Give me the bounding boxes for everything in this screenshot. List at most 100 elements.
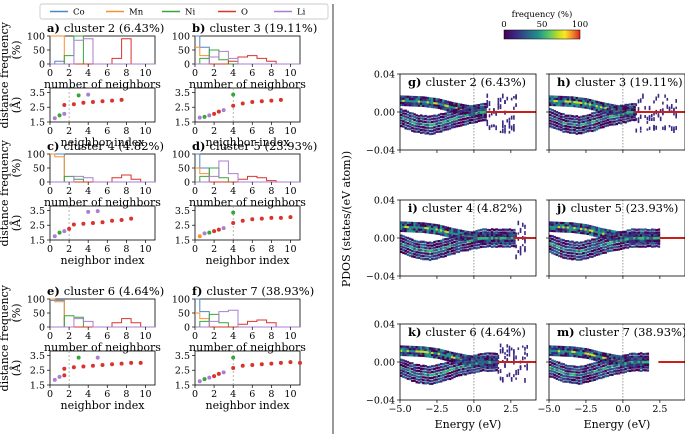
pdos-cell xyxy=(486,231,489,234)
pdos-cell xyxy=(439,244,443,248)
pdos-cell xyxy=(604,102,607,106)
pdos-cell xyxy=(400,225,403,228)
pdos-cell xyxy=(591,244,594,247)
pdos-panel-title: j) cluster 5 (23.93%) xyxy=(556,201,678,215)
pdos-cell xyxy=(560,249,563,253)
pdos-cell xyxy=(549,372,552,375)
pdos-cell xyxy=(442,357,445,361)
pdos-cell xyxy=(435,348,438,351)
pdos-cell xyxy=(597,353,601,356)
pdos-cell xyxy=(651,117,653,122)
pdos-cell xyxy=(588,239,592,242)
pdos-cell xyxy=(415,350,419,353)
pdos-cell xyxy=(553,347,556,350)
pdos-cell xyxy=(426,121,430,124)
histogram-li-line xyxy=(50,175,155,183)
pdos-cell xyxy=(428,127,432,130)
pdos-cell xyxy=(566,377,570,381)
pdos-cell xyxy=(619,358,623,361)
pdos-cell xyxy=(417,228,421,231)
pdos-cell xyxy=(433,364,436,368)
pdos-cell xyxy=(560,115,563,118)
histogram-ytick-label: 0 xyxy=(39,323,45,334)
pdos-cell xyxy=(502,234,505,237)
pdos-cell xyxy=(613,114,616,118)
pdos-cell xyxy=(648,118,651,121)
pdos-cell xyxy=(617,116,621,119)
pdos-cell xyxy=(444,252,447,255)
histogram-xtick-label: 4 xyxy=(230,186,236,197)
pdos-cell xyxy=(437,363,441,367)
pdos-cell xyxy=(419,125,423,129)
pdos-cell xyxy=(419,380,423,384)
pdos-cell xyxy=(557,246,561,249)
pdos-cell xyxy=(631,103,634,106)
pdos-cell xyxy=(400,353,403,357)
pdos-xtick-label: 2.5 xyxy=(503,404,518,415)
pdos-cell xyxy=(419,104,423,107)
pdos-cell xyxy=(571,243,574,246)
pdos-cell xyxy=(584,240,587,243)
pdos-cell xyxy=(631,232,634,236)
pdos-cell xyxy=(417,96,421,99)
pdos-cell xyxy=(419,100,423,103)
pdos-cell xyxy=(451,238,454,242)
scatter-xtick-label: 10 xyxy=(139,389,151,400)
pdos-cell xyxy=(448,353,452,356)
histogram-xtick-label: 4 xyxy=(85,331,91,342)
pdos-cell xyxy=(426,96,430,100)
pdos-cell xyxy=(593,126,596,129)
pdos-cell xyxy=(613,240,616,244)
pdos-cell xyxy=(606,360,610,363)
pdos-cell xyxy=(551,103,554,107)
pdos-cell xyxy=(406,110,410,113)
pdos-cell xyxy=(408,367,412,370)
pdos-cell xyxy=(435,367,438,370)
scatter-xtick-label: 4 xyxy=(85,244,91,255)
pdos-cell xyxy=(555,245,559,248)
pdos-cell xyxy=(562,239,565,242)
pdos-cell xyxy=(453,110,456,113)
pdos-cell xyxy=(582,249,585,252)
pdos-cell xyxy=(513,357,515,363)
pdos-cell xyxy=(613,359,616,362)
scatter-point-o xyxy=(259,362,264,367)
pdos-cell xyxy=(459,353,463,356)
pdos-cell xyxy=(435,125,438,128)
pdos-cell xyxy=(488,358,492,361)
pdos-cell xyxy=(466,117,470,120)
pdos-cell xyxy=(417,246,421,249)
pdos-cell xyxy=(462,120,465,123)
pdos-cell xyxy=(486,93,489,98)
pdos-cell xyxy=(431,118,434,121)
pdos-cell xyxy=(580,105,583,109)
pdos-cell xyxy=(439,239,443,243)
pdos-cell xyxy=(562,102,565,105)
pdos-cell xyxy=(591,101,594,104)
pdos-cell xyxy=(484,363,487,367)
pdos-cell xyxy=(611,120,614,123)
pdos-cell xyxy=(553,229,556,233)
pdos-cell xyxy=(426,381,430,385)
pdos-cell xyxy=(600,110,603,113)
pdos-cell xyxy=(602,104,605,107)
pdos-cell xyxy=(606,371,610,375)
pdos-cell xyxy=(566,117,570,120)
pdos-cell xyxy=(439,103,443,106)
pdos-cell xyxy=(566,372,570,376)
pdos-cell xyxy=(477,117,481,120)
scatter-ytick-label: 3.5 xyxy=(175,206,190,217)
pdos-cell xyxy=(502,380,504,383)
pdos-cell xyxy=(551,221,554,224)
pdos-cell xyxy=(560,238,563,241)
pdos-cell xyxy=(437,366,441,369)
pdos-cell xyxy=(560,354,563,357)
pdos-cell xyxy=(571,252,574,255)
histogram-ni-line xyxy=(50,315,155,328)
pdos-cell xyxy=(624,230,627,233)
pdos-cell xyxy=(549,353,552,357)
pdos-cell xyxy=(444,356,447,359)
pdos-cell xyxy=(510,97,513,101)
scatter-point-o xyxy=(100,220,105,225)
scatter-xtick-label: 4 xyxy=(230,126,236,137)
